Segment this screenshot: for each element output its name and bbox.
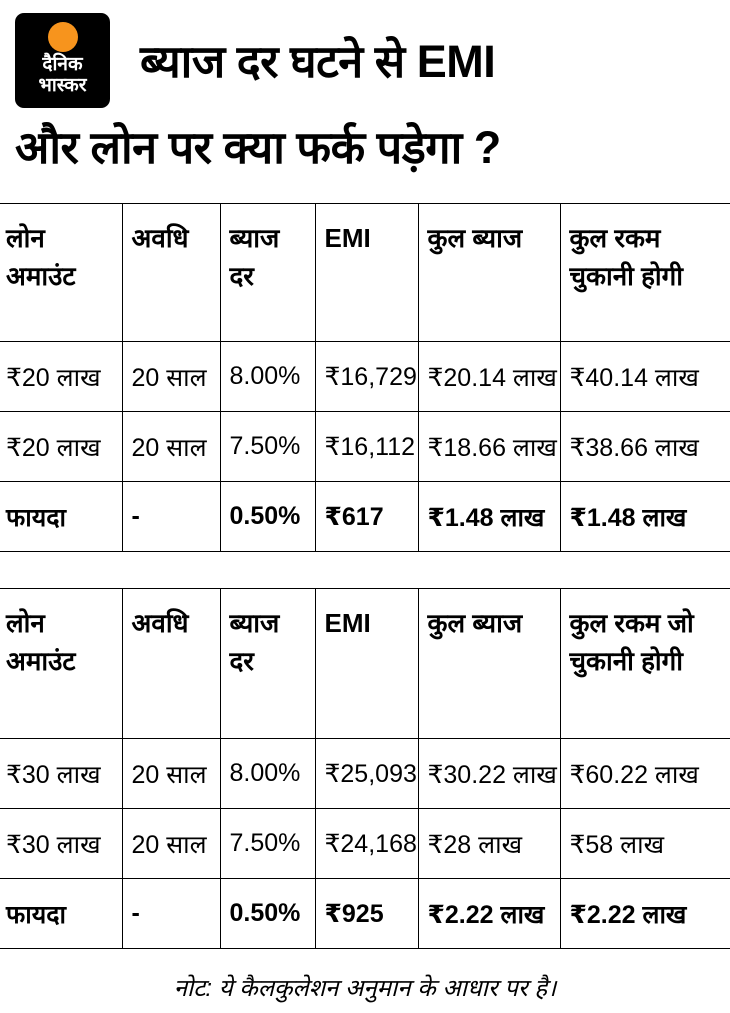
logo-sun-icon bbox=[47, 22, 78, 52]
table-cell: 20 साल bbox=[121, 411, 221, 482]
table-cell: ₹2.22 लाख bbox=[417, 878, 561, 949]
table-cell: 7.50% bbox=[219, 411, 316, 482]
table-row: ₹30 लाख 20 साल 8.00% ₹25,093 ₹30.22 लाख … bbox=[0, 738, 730, 809]
table-cell: ₹16,729 bbox=[314, 341, 419, 412]
table-cell: ₹24,168 bbox=[314, 808, 419, 879]
column-header-total-payable: कुल रकम जो चुकानी होगी bbox=[559, 588, 730, 739]
table-row-benefit: फायदा - 0.50% ₹617 ₹1.48 लाख ₹1.48 लाख bbox=[0, 481, 730, 552]
column-header-tenure: अवधि bbox=[121, 203, 221, 342]
table-cell: ₹20 लाख bbox=[0, 341, 123, 412]
table-header-row: लोन अमाउंट अवधि ब्याज दर EMI कुल ब्याज क… bbox=[0, 588, 730, 739]
table-cell: ₹28 लाख bbox=[417, 808, 561, 879]
table-cell: ₹60.22 लाख bbox=[559, 738, 730, 809]
table-cell: ₹925 bbox=[314, 878, 419, 949]
logo-text-line1: दैनिक bbox=[42, 54, 83, 75]
table-row: ₹20 लाख 20 साल 7.50% ₹16,112 ₹18.66 लाख … bbox=[0, 411, 730, 482]
page-title-line2: और लोन पर क्या फर्क पड़ेगा ? bbox=[15, 122, 501, 173]
column-header-loan-amount: लोन अमाउंट bbox=[0, 203, 123, 342]
column-header-emi: EMI bbox=[314, 203, 419, 342]
table-cell: ₹18.66 लाख bbox=[417, 411, 561, 482]
table-cell: ₹25,093 bbox=[314, 738, 419, 809]
table-cell: फायदा bbox=[0, 481, 123, 552]
column-header-interest-rate: ब्याज दर bbox=[219, 588, 316, 739]
column-header-interest-rate: ब्याज दर bbox=[219, 203, 316, 342]
table-cell: ₹30 लाख bbox=[0, 738, 123, 809]
table-cell: ₹20 लाख bbox=[0, 411, 123, 482]
dainik-bhaskar-logo: दैनिक भास्कर bbox=[15, 13, 110, 108]
table-cell: ₹30.22 लाख bbox=[417, 738, 561, 809]
column-header-total-payable: कुल रकम चुकानी होगी bbox=[559, 203, 730, 342]
table-cell: 8.00% bbox=[219, 341, 316, 412]
table-cell: 7.50% bbox=[219, 808, 316, 879]
column-header-emi: EMI bbox=[314, 588, 419, 739]
table-cell: 0.50% bbox=[219, 878, 316, 949]
table-cell: ₹20.14 लाख bbox=[417, 341, 561, 412]
loan-table-20-lakh: लोन अमाउंट अवधि ब्याज दर EMI कुल ब्याज क… bbox=[0, 203, 730, 552]
column-header-tenure: अवधि bbox=[121, 588, 221, 739]
table-cell: 20 साल bbox=[121, 808, 221, 879]
table-cell: - bbox=[121, 481, 221, 552]
table-cell: ₹617 bbox=[314, 481, 419, 552]
table-cell: ₹58 लाख bbox=[559, 808, 730, 879]
table-cell: ₹1.48 लाख bbox=[417, 481, 561, 552]
table-cell: 0.50% bbox=[219, 481, 316, 552]
table-cell: 8.00% bbox=[219, 738, 316, 809]
table-cell: ₹40.14 लाख bbox=[559, 341, 730, 412]
column-header-total-interest: कुल ब्याज bbox=[417, 588, 561, 739]
table-cell: - bbox=[121, 878, 221, 949]
table-row: ₹30 लाख 20 साल 7.50% ₹24,168 ₹28 लाख ₹58… bbox=[0, 808, 730, 879]
table-header-row: लोन अमाउंट अवधि ब्याज दर EMI कुल ब्याज क… bbox=[0, 203, 730, 342]
table-cell: ₹38.66 लाख bbox=[559, 411, 730, 482]
table-cell: ₹1.48 लाख bbox=[559, 481, 730, 552]
page-title-line1: ब्याज दर घटने से EMI bbox=[140, 36, 496, 87]
loan-table-30-lakh: लोन अमाउंट अवधि ब्याज दर EMI कुल ब्याज क… bbox=[0, 588, 730, 949]
column-header-loan-amount: लोन अमाउंट bbox=[0, 588, 123, 739]
table-cell: ₹16,112 bbox=[314, 411, 419, 482]
table-cell: ₹2.22 लाख bbox=[559, 878, 730, 949]
header: दैनिक भास्कर ब्याज दर घटने से EMI bbox=[0, 0, 730, 108]
logo-text-line2: भास्कर bbox=[38, 75, 87, 97]
footer-note: नोट: ये कैलकुलेशन अनुमान के आधार पर है। bbox=[173, 975, 557, 1002]
column-header-total-interest: कुल ब्याज bbox=[417, 203, 561, 342]
table-row-benefit: फायदा - 0.50% ₹925 ₹2.22 लाख ₹2.22 लाख bbox=[0, 878, 730, 949]
table-cell: 20 साल bbox=[121, 738, 221, 809]
table-cell: फायदा bbox=[0, 878, 123, 949]
table-cell: ₹30 लाख bbox=[0, 808, 123, 879]
table-row: ₹20 लाख 20 साल 8.00% ₹16,729 ₹20.14 लाख … bbox=[0, 341, 730, 412]
table-cell: 20 साल bbox=[121, 341, 221, 412]
